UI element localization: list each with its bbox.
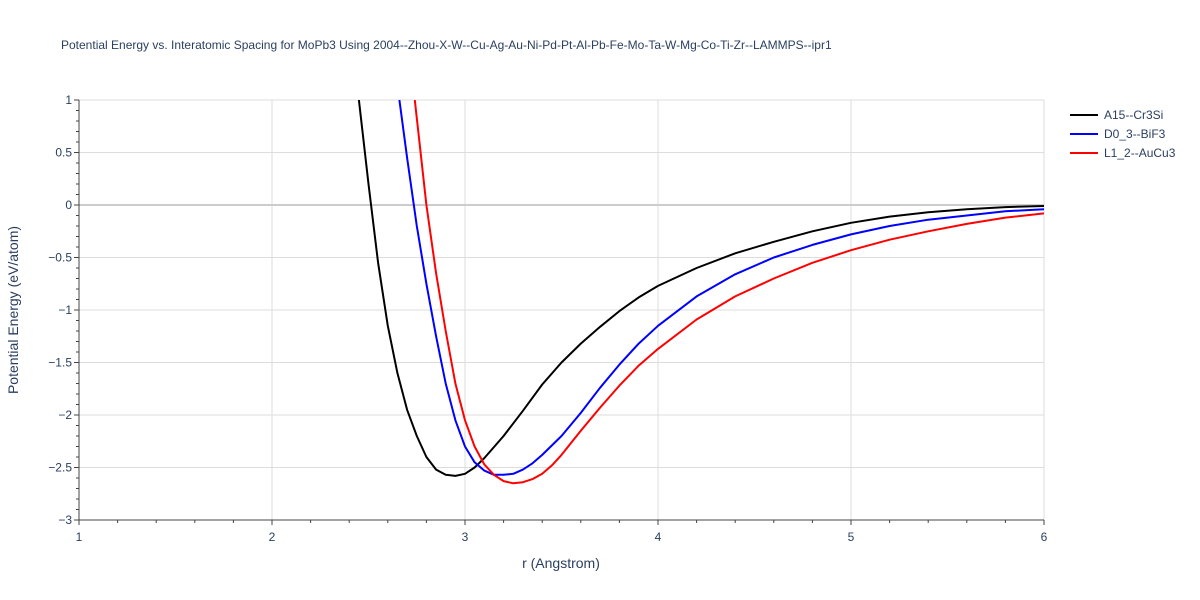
grid	[79, 99, 1045, 520]
x-tick-label: 6	[1041, 530, 1048, 544]
y-tick-label: 1	[65, 93, 72, 107]
legend-item[interactable]: D0_3--BiF3	[1070, 127, 1166, 141]
y-tick-label: −1	[58, 303, 72, 317]
y-tick-label: −2.5	[48, 461, 72, 475]
x-tick-labels: 1 2 3 4 5 6	[76, 530, 1048, 544]
legend-label: A15--Cr3Si	[1104, 108, 1163, 122]
legend-label: D0_3--BiF3	[1104, 127, 1166, 141]
x-tick-label: 5	[848, 530, 855, 544]
series-line-l1-2-aucu3[interactable]	[413, 100, 1044, 485]
y-tick-label: −0.5	[48, 251, 72, 265]
y-tick-label: 0.5	[55, 146, 72, 160]
y-tick-label: 0	[65, 198, 72, 212]
series-layer	[357, 100, 1044, 485]
y-axis-title: Potential Energy (eV/atom)	[5, 226, 21, 394]
legend-label: L1_2--AuCu3	[1104, 146, 1176, 160]
series-line-a15-cr3si[interactable]	[357, 100, 1044, 477]
y-tick-labels: 1 0.5 0 −0.5 −1 −1.5 −2 −2.5 −3	[48, 93, 72, 527]
axes	[74, 99, 1045, 525]
x-tick-label: 4	[655, 530, 662, 544]
legend[interactable]: A15--Cr3Si D0_3--BiF3 L1_2--AuCu3	[1070, 108, 1176, 160]
y-tick-label: −2	[58, 408, 72, 422]
x-tick-label: 1	[76, 530, 83, 544]
legend-item[interactable]: L1_2--AuCu3	[1070, 146, 1176, 160]
x-tick-label: 3	[462, 530, 469, 544]
x-axis-title: r (Angstrom)	[522, 555, 600, 571]
y-tick-label: −1.5	[48, 356, 72, 370]
series-line-d0-3-bif3[interactable]	[398, 100, 1044, 476]
y-tick-label: −3	[58, 513, 72, 527]
legend-item[interactable]: A15--Cr3Si	[1070, 108, 1163, 122]
x-tick-label: 2	[269, 530, 276, 544]
chart-title: Potential Energy vs. Interatomic Spacing…	[61, 38, 832, 52]
